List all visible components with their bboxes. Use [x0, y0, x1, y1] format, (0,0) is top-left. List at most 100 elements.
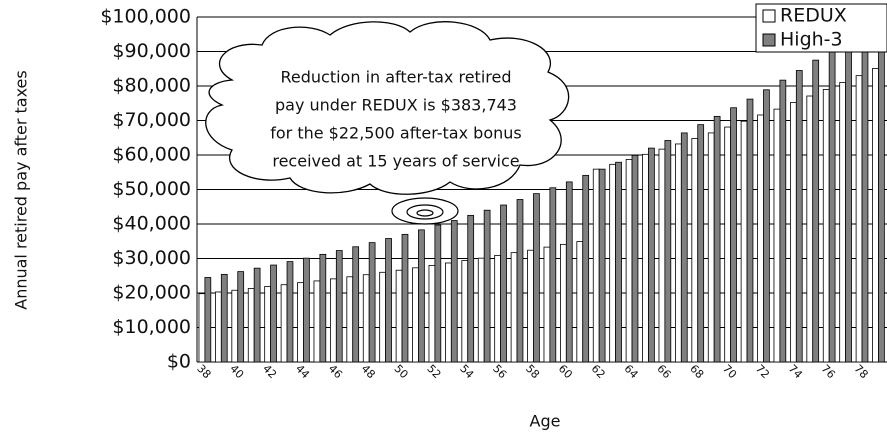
bar	[198, 293, 206, 363]
bar	[204, 277, 212, 363]
bar	[707, 132, 715, 363]
bar	[790, 102, 797, 363]
y-tick-label: $20,000	[112, 282, 191, 304]
bar	[680, 132, 688, 363]
bar	[631, 154, 639, 363]
bar	[412, 267, 419, 363]
x-tick-label: 74	[786, 362, 805, 381]
x-tick-label: 68	[687, 362, 706, 381]
bar	[280, 284, 288, 363]
bar	[543, 246, 551, 363]
x-tick-label: 76	[819, 362, 838, 381]
bar	[648, 147, 655, 363]
bar	[592, 168, 600, 363]
bar	[467, 214, 475, 363]
bar	[845, 38, 852, 363]
bar	[313, 280, 321, 363]
bar	[795, 70, 803, 363]
bar	[297, 282, 304, 363]
x-tick-label: 66	[654, 362, 673, 381]
bar	[303, 257, 310, 363]
annotation-cloud	[205, 21, 570, 225]
bar	[878, 16, 885, 363]
bar	[220, 273, 228, 363]
bar	[494, 254, 501, 363]
bar	[812, 59, 820, 363]
bar	[434, 224, 442, 363]
bar	[576, 241, 584, 363]
bar	[822, 89, 830, 363]
bar	[582, 174, 590, 363]
bar	[385, 238, 392, 363]
bar	[368, 242, 376, 363]
bar	[237, 271, 245, 363]
bar	[697, 124, 705, 363]
bar	[483, 209, 491, 363]
y-tick-label: $10,000	[112, 316, 191, 338]
bar	[253, 267, 261, 363]
bar	[379, 271, 386, 363]
x-tick-label: 72	[753, 362, 772, 381]
bar	[362, 274, 370, 363]
legend-label: REDUX	[780, 5, 847, 27]
y-tick-label: $30,000	[112, 247, 191, 269]
bar	[763, 89, 770, 363]
bar	[730, 107, 737, 363]
bar	[247, 288, 255, 363]
bar	[450, 220, 458, 363]
x-tick-label: 44	[293, 362, 312, 381]
annotation: Reduction in after-tax retired pay under …	[270, 68, 521, 171]
bar	[418, 229, 425, 363]
annotation-line: Reduction in after-tax retired	[281, 68, 512, 87]
x-tick-label: 54	[457, 362, 476, 381]
bar	[828, 49, 836, 363]
x-tick-label: 46	[326, 362, 345, 381]
y-tick-label: $100,000	[100, 6, 191, 28]
bar	[516, 199, 524, 363]
bar	[609, 163, 617, 363]
bar	[286, 261, 294, 363]
bar	[346, 276, 354, 363]
bar	[560, 243, 567, 363]
bar	[565, 181, 573, 363]
bar	[625, 159, 633, 363]
legend-swatch	[762, 33, 776, 47]
y-tick-label: $40,000	[112, 213, 191, 235]
x-tick-label: 38	[194, 362, 213, 381]
bar	[839, 82, 847, 363]
bar	[270, 264, 277, 363]
bar	[477, 257, 485, 363]
y-axis-label: Annual retired pay after taxes	[12, 70, 31, 310]
x-tick-label: 56	[490, 362, 509, 381]
bar	[746, 98, 754, 363]
annotation-line: for the $22,500 after-tax bonus	[270, 124, 521, 143]
y-tick-label: $0	[167, 351, 191, 373]
bar	[779, 79, 787, 363]
x-tick-label: 42	[260, 362, 279, 381]
bar	[740, 120, 748, 363]
x-tick-label: 40	[227, 362, 246, 381]
y-tick-label: $50,000	[112, 178, 191, 200]
bar	[428, 264, 436, 363]
y-tick-label: $80,000	[112, 75, 191, 97]
y-tick-label: $90,000	[112, 40, 191, 62]
x-tick-label: 60	[556, 362, 575, 381]
legend-swatch	[762, 9, 776, 23]
bar	[329, 278, 337, 363]
bar	[231, 289, 239, 363]
annotation-line: pay under REDUX is $383,743	[275, 96, 517, 115]
x-tick-label: 70	[720, 362, 739, 381]
bar	[500, 204, 507, 363]
y-tick-label: $60,000	[112, 144, 191, 166]
bar	[401, 233, 409, 363]
bar	[773, 108, 781, 363]
bar	[658, 148, 666, 363]
bar	[264, 286, 271, 363]
legend-box	[755, 3, 887, 53]
bar	[615, 161, 622, 363]
bar	[533, 193, 540, 363]
bar	[642, 153, 649, 363]
bar	[691, 138, 699, 363]
